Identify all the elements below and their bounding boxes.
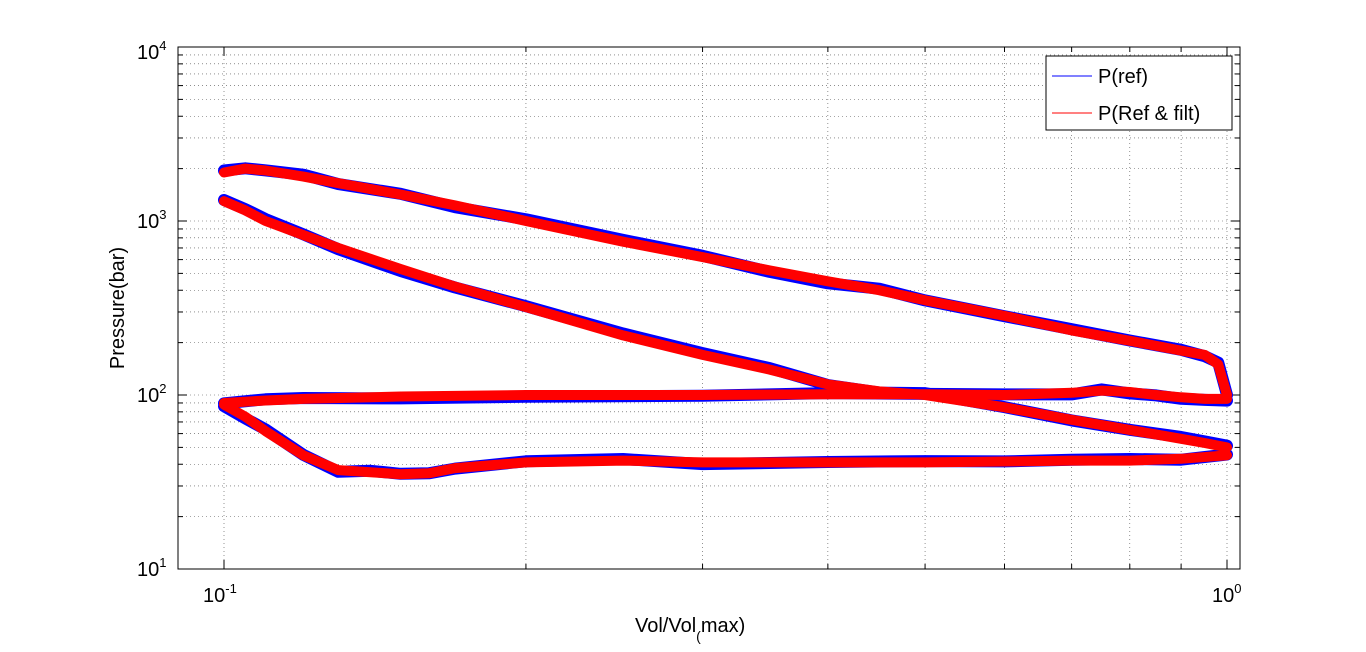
legend: P(ref) P(Ref & filt) <box>1045 55 1233 131</box>
legend-label-ref: P(ref) <box>1098 66 1148 88</box>
x-tick-label-0: 10-1 <box>203 581 237 607</box>
series-filt-intake-line <box>219 399 1232 480</box>
y-axis-label: Pressure(bar) <box>107 247 129 369</box>
y-tick-label-2: 103 <box>137 207 166 233</box>
legend-label-filt: P(Ref & filt) <box>1098 103 1200 125</box>
axis-ticks <box>178 47 1240 570</box>
axes-frame <box>177 46 1241 570</box>
series-filt-exhaust-line <box>219 385 1232 408</box>
y-tick-label-1: 102 <box>137 381 166 407</box>
x-tick-label-1: 100 <box>1212 581 1241 607</box>
series-filt-compression-line <box>219 196 1232 453</box>
x-axis-label: Vol/Vol(max) <box>635 615 745 644</box>
series-ref-compression-line <box>218 194 1233 452</box>
series-filt <box>219 163 1232 480</box>
series-lines <box>218 162 1233 480</box>
y-tick-label-0: 101 <box>137 555 166 581</box>
legend-box <box>1045 55 1233 131</box>
series-ref <box>218 162 1233 480</box>
series-filt-expansion-line <box>219 163 1232 400</box>
y-tick-label-3: 104 <box>137 38 166 64</box>
